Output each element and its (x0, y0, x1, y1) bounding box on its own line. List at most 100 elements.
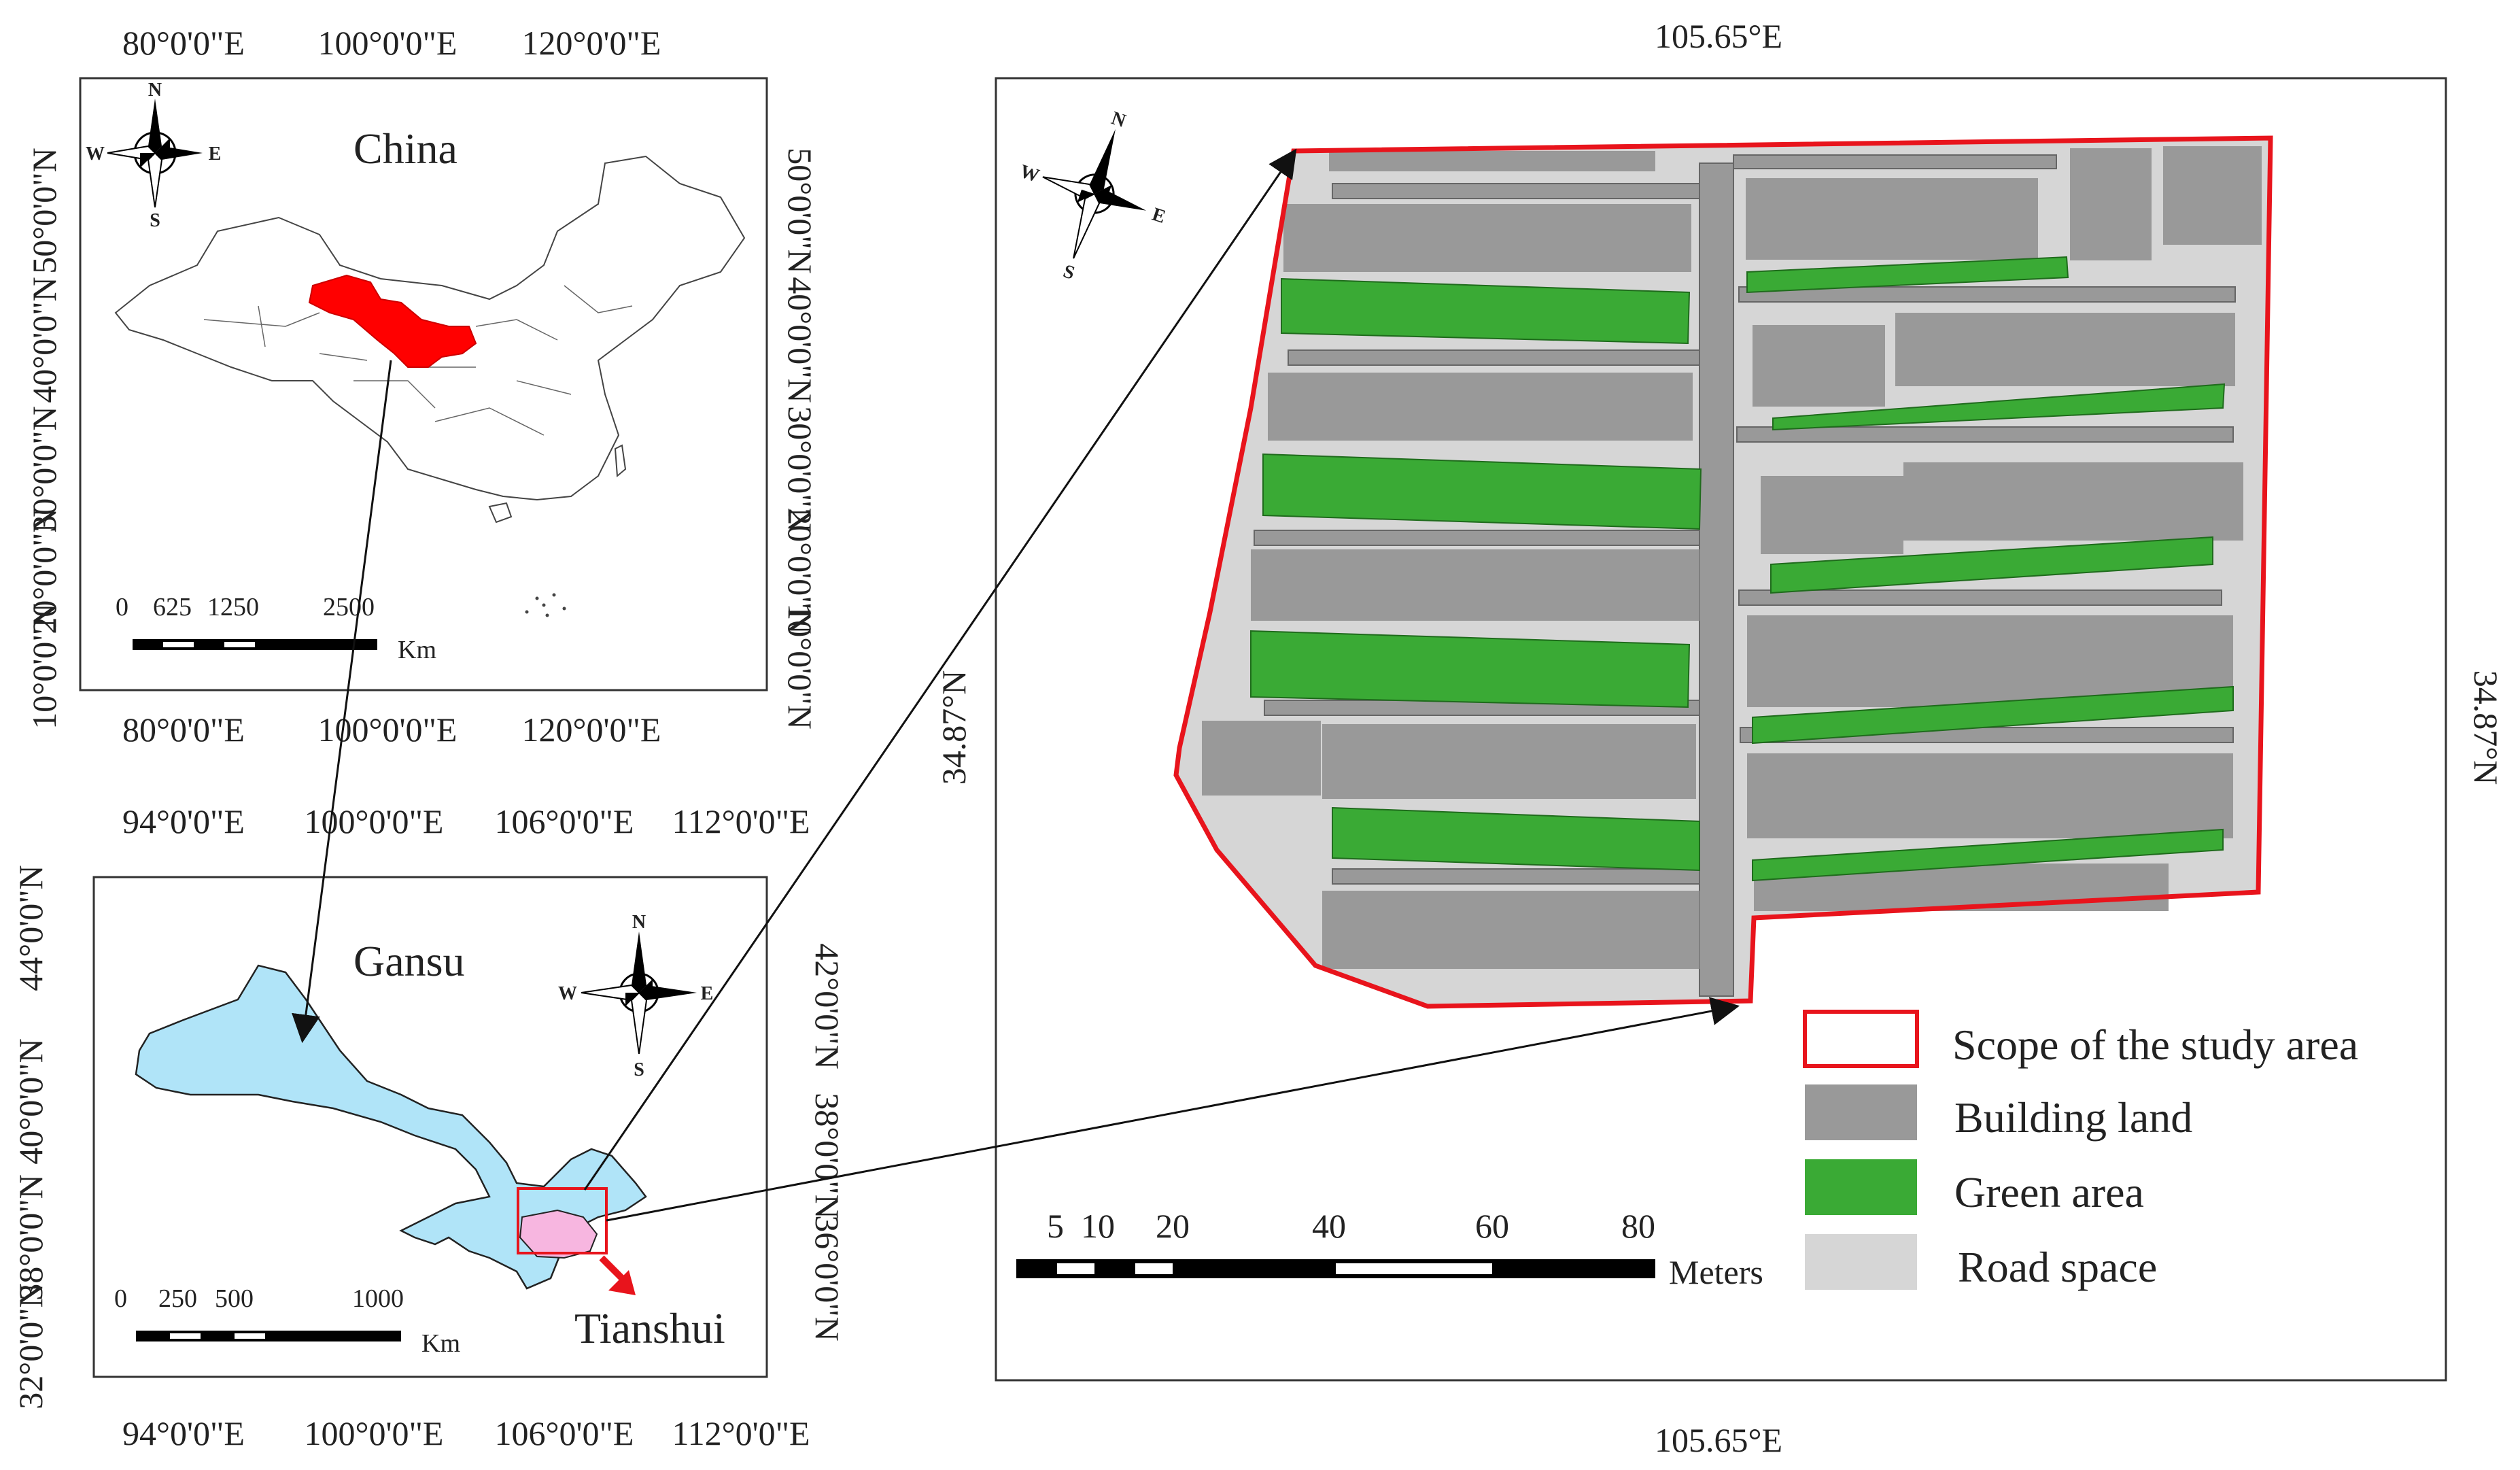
legend-swatch-building (1805, 1084, 1917, 1140)
china-left-tick: 30°0'0"N (25, 406, 63, 532)
scale-label: 2500 (323, 593, 375, 621)
connector-gansu-to-site-bottom (606, 997, 1740, 1222)
china-bottom-tick: 80°0'0"E (122, 711, 245, 749)
building (1322, 891, 1699, 969)
scale-label: 625 (153, 593, 192, 621)
scale-label: 60 (1475, 1207, 1509, 1245)
scale-label: 40 (1312, 1207, 1346, 1245)
gansu-top-tick: 106°0'0"E (495, 802, 634, 840)
gansu-right-tick: 38°0'0"N (808, 1093, 846, 1219)
gansu-top-ticks: 94°0'0"E 100°0'0"E 106°0'0"E 112°0'0"E (122, 802, 810, 840)
left-buildings (1202, 151, 1699, 969)
china-top-ticks: 80°0'0"E 100°0'0"E 120°0'0"E (122, 24, 661, 62)
left-green-areas (1250, 277, 1702, 872)
green-area (1281, 277, 1691, 345)
gansu-left-tick: 40°0'0"N (12, 1038, 50, 1165)
china-title: China (353, 124, 458, 173)
scale-label: 5 (1047, 1207, 1064, 1245)
scale-label: 10 (1081, 1207, 1115, 1245)
china-right-tick: 30°0'0"N (781, 406, 819, 532)
taiwan-island (614, 444, 627, 478)
china-right-ticks: 50°0'0"N 40°0'0"N 30°0'0"N 20°0'0"N 10°0… (781, 148, 819, 730)
compass-s: S (634, 1059, 644, 1080)
scale-unit: Km (398, 636, 436, 664)
china-scale-bar: 0 625 1250 2500 Km (116, 593, 436, 664)
china-left-tick: 40°0'0"N (25, 277, 63, 403)
gansu-scale-bar: 0 250 500 1000 Km (114, 1284, 460, 1358)
tianshui-arrow-icon (599, 1255, 625, 1281)
gansu-left-ticks: 44°0'0"N 40°0'0"N 38°0'0"N 32°0'0"N (12, 865, 50, 1409)
scale-label: 0 (116, 593, 128, 621)
green-area (1772, 383, 2226, 431)
study-area-boundary (1173, 135, 2273, 1009)
building (1322, 724, 1696, 799)
compass-n: N (148, 80, 162, 101)
compass-e: E (209, 143, 222, 165)
building (1268, 373, 1693, 441)
china-bottom-tick: 100°0'0"E (318, 711, 458, 749)
site-top-tick: 105.65°E (1655, 17, 1782, 55)
legend: Scope of the study area Building land Gr… (1803, 1010, 2358, 1291)
scale-unit: Meters (1669, 1253, 1763, 1291)
china-bottom-tick: 120°0'0"E (522, 711, 661, 749)
gansu-panel: 94°0'0"E 100°0'0"E 106°0'0"E 112°0'0"E 9… (12, 802, 846, 1452)
gansu-top-tick: 94°0'0"E (122, 802, 245, 840)
site-left-tick: 34.87°N (935, 670, 973, 785)
china-left-ticks: 50°0'0"N 40°0'0"N 30°0'0"N 20°0'0"N 10°0… (25, 148, 63, 730)
china-top-tick: 120°0'0"E (522, 24, 661, 62)
building (1329, 151, 1655, 171)
gansu-bottom-tick: 100°0'0"E (305, 1414, 444, 1452)
building (1747, 753, 2233, 838)
right-green-areas (1746, 256, 2234, 882)
china-compass-icon: N S W E (86, 80, 221, 231)
building (1746, 178, 2038, 260)
scale-label: 1250 (207, 593, 259, 621)
gansu-top-tick: 100°0'0"E (305, 802, 444, 840)
legend-label: Scope of the study area (1952, 1021, 2358, 1069)
scale-label: 80 (1621, 1207, 1655, 1245)
gansu-right-ticks: 42°0'0"N 38°0'0"N 36°0'0"N (808, 943, 846, 1341)
gansu-left-tick: 44°0'0"N (12, 865, 50, 991)
gansu-left-tick: 32°0'0"N (12, 1283, 50, 1409)
scale-label: 20 (1156, 1207, 1190, 1245)
site-bottom-tick: 105.65°E (1655, 1421, 1782, 1459)
china-panel: 80°0'0"E 100°0'0"E 120°0'0"E 80°0'0"E 10… (25, 24, 819, 749)
legend-swatch-green (1805, 1159, 1917, 1215)
gansu-bottom-tick: 112°0'0"E (672, 1414, 810, 1452)
building (1283, 204, 1691, 272)
connector-gansu-to-site-top (583, 148, 1297, 1191)
scale-unit: Km (421, 1329, 460, 1358)
china-right-tick: 20°0'0"N (781, 508, 819, 634)
legend-label: Road space (1958, 1243, 2157, 1291)
compass-w: W (86, 143, 105, 165)
china-right-tick: 10°0'0"N (781, 603, 819, 730)
scale-label: 250 (158, 1284, 197, 1313)
legend-swatch-scope (1803, 1010, 1919, 1068)
tianshui-box (517, 1187, 608, 1254)
green-area (1746, 256, 2069, 294)
tianshui-region (519, 1209, 598, 1259)
building (2070, 148, 2152, 260)
china-left-tick: 50°0'0"N (25, 148, 63, 274)
gansu-bottom-ticks: 94°0'0"E 100°0'0"E 106°0'0"E 112°0'0"E (122, 1414, 810, 1452)
site-right-tick: 34.87°N (2467, 670, 2505, 785)
tianshui-label: Tianshui (574, 1304, 725, 1352)
right-road-strips (1733, 154, 2236, 743)
china-bottom-ticks: 80°0'0"E 100°0'0"E 120°0'0"E (122, 711, 661, 749)
building (1903, 462, 2243, 541)
china-left-tick: 10°0'0"N (25, 603, 63, 730)
scale-label: 0 (114, 1284, 127, 1313)
gansu-top-tick: 112°0'0"E (672, 802, 810, 840)
green-area (1770, 536, 2213, 594)
legend-label: Building land (1954, 1093, 2192, 1142)
china-right-tick: 40°0'0"N (781, 277, 819, 403)
gansu-bottom-tick: 106°0'0"E (495, 1414, 634, 1452)
compass-n: N (632, 912, 646, 933)
connector-china-to-gansu (292, 360, 392, 1044)
compass-s: S (150, 210, 160, 231)
building (1895, 313, 2235, 386)
green-area (1332, 806, 1700, 872)
building (1251, 549, 1699, 621)
gansu-title: Gansu (353, 937, 465, 985)
